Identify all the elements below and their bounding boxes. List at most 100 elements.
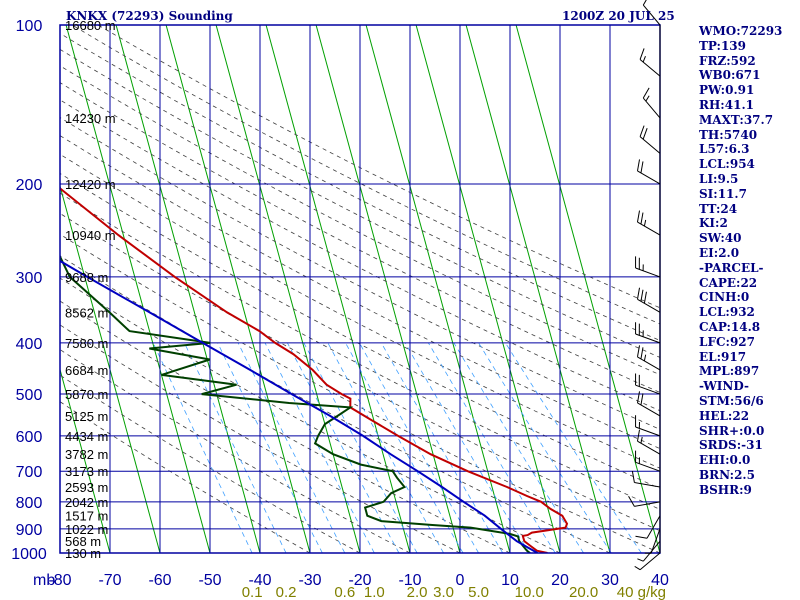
- height-label: 5870 m: [65, 387, 108, 402]
- dry-adiabat-line: [60, 65, 660, 376]
- wind-barb-shaft: [642, 97, 661, 119]
- height-label: 8562 m: [65, 305, 108, 320]
- temperature-tick-label: 10: [501, 572, 519, 589]
- mixing-ratio-label: 1.0: [364, 584, 385, 600]
- wind-barb-shaft: [635, 333, 661, 344]
- isotherm-line: [465, 25, 611, 553]
- wind-barb-shaft: [635, 267, 661, 278]
- wind-barb-flag: [639, 48, 645, 60]
- pressure-unit-label: mb: [33, 572, 55, 589]
- dry-adiabat-line: [60, 255, 611, 553]
- pressure-tick-label: 600: [16, 429, 43, 446]
- stat-item: KI:2: [699, 216, 728, 231]
- temperature-tick-label: 30: [601, 572, 619, 589]
- dry-adiabat-line: [60, 374, 361, 553]
- stat-item: -WIND-: [699, 379, 749, 394]
- stat-item: FRZ:592: [699, 53, 756, 68]
- dry-adiabat-line: [60, 401, 311, 553]
- wind-barb-flag: [639, 125, 645, 137]
- stat-item: LFC:927: [699, 334, 755, 349]
- pressure-tick-label: 700: [16, 464, 43, 481]
- stat-item: LCL:932: [699, 305, 755, 320]
- isotherm-line: [265, 25, 411, 553]
- height-label: 3782 m: [65, 447, 108, 462]
- temperature-tick-label: -10: [398, 572, 421, 589]
- parcel-line: [60, 259, 538, 553]
- wind-barb-shaft: [635, 426, 661, 437]
- height-label: 130 m: [65, 546, 101, 561]
- stat-item: CAPE:22: [699, 275, 758, 290]
- wind-barb-shaft: [637, 170, 661, 185]
- height-label: 14230 m: [65, 111, 116, 126]
- chart-grid: [0, 25, 660, 553]
- stat-item: TT:24: [699, 201, 738, 216]
- wind-barb-flag: [628, 495, 635, 507]
- wind-barbs: [628, 0, 661, 571]
- height-label: 2593 m: [65, 480, 108, 495]
- stat-item: TH:5740: [699, 127, 758, 142]
- wind-barb-shaft: [650, 528, 661, 554]
- temperature-tick-label: 20: [551, 572, 569, 589]
- wind-barb-half: [640, 436, 643, 444]
- height-label: 1022 m: [65, 522, 108, 537]
- wind-barb-shaft: [642, 4, 661, 26]
- stat-item: CINH:0: [699, 290, 750, 305]
- isotherm-line: [165, 25, 311, 553]
- wind-barb-flag: [636, 391, 641, 403]
- isotherm-line: [0, 25, 10, 553]
- dewpoint-line: [60, 254, 531, 553]
- pressure-tick-label: 900: [16, 522, 43, 539]
- chart-series: [60, 187, 569, 553]
- stat-item: EL:917: [699, 349, 747, 364]
- wind-barb-shaft: [639, 136, 661, 154]
- temperature-tick-label: -60: [148, 572, 171, 589]
- isotherm-line: [515, 25, 660, 553]
- stat-item: LCL:954: [699, 157, 755, 172]
- wind-barb-flag: [631, 470, 635, 483]
- temperature-line: [60, 187, 569, 553]
- stat-item: EHI:0.0: [699, 453, 751, 468]
- mixing-ratio-label: 40 g/kg: [617, 584, 666, 600]
- wind-barb-flag: [640, 289, 644, 302]
- wind-barb-flag: [642, 128, 648, 140]
- isotherm-line: [215, 25, 361, 553]
- wind-barb-flag: [636, 345, 641, 357]
- wind-barb-half: [642, 55, 646, 63]
- wind-barb-shaft: [634, 482, 661, 488]
- isotherm-line: [65, 25, 211, 553]
- isotherm-line: [415, 25, 561, 553]
- wind-barb-shaft: [634, 501, 661, 507]
- dry-adiabat-line: [97, 25, 660, 309]
- mixing-ratio-line: [217, 342, 323, 553]
- stat-item: CAP:14.8: [699, 319, 761, 334]
- wind-barb-flag: [642, 87, 650, 99]
- mixing-ratio-line: [184, 342, 287, 553]
- stat-item: WB0:671: [699, 68, 761, 83]
- mixing-ratio-label: 20.0: [569, 584, 598, 600]
- dry-adiabat-line: [60, 192, 660, 510]
- pressure-tick-label: 800: [16, 495, 43, 512]
- stat-item: WMO:72293: [699, 24, 783, 38]
- stat-item: -PARCEL-: [699, 260, 764, 275]
- dry-adiabat-line: [60, 324, 461, 553]
- isotherm-line: [365, 25, 511, 553]
- mixing-ratio-line: [505, 342, 642, 553]
- wind-barb-half: [645, 95, 650, 102]
- mixing-ratio-label: 3.0: [433, 584, 454, 600]
- temperature-tick-label: -70: [98, 572, 121, 589]
- stat-item: SHR+:0.0: [699, 423, 765, 438]
- stat-item: SW:40: [699, 231, 742, 246]
- pressure-tick-label: 400: [16, 336, 43, 353]
- temperature-tick-label: 0: [456, 572, 465, 589]
- stat-item: PW:0.91: [699, 83, 755, 98]
- temperature-tick-label: 40: [651, 572, 669, 589]
- mixing-ratio-label: 0.1: [242, 584, 263, 600]
- dry-adiabat-line: [60, 349, 411, 553]
- stat-item: LI:9.5: [699, 171, 739, 186]
- dry-adiabat-line: [60, 32, 660, 341]
- temperature-tick-label: -40: [248, 572, 271, 589]
- pressure-tick-label: 1000: [11, 546, 47, 563]
- height-label: 4434 m: [65, 429, 108, 444]
- mixing-ratio-label: 10.0: [515, 584, 544, 600]
